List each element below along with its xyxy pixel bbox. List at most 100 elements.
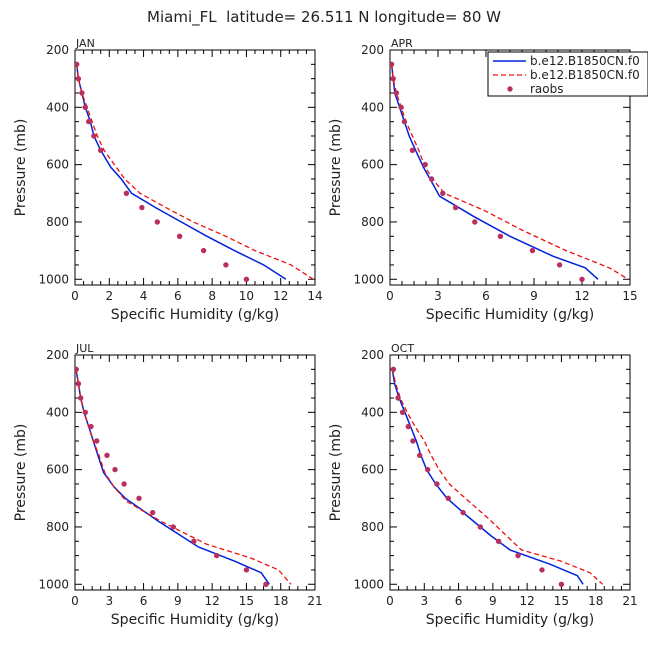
x-tick-label: 0 [386, 594, 394, 608]
raobs-point [477, 524, 483, 530]
x-tick-label: 9 [530, 289, 538, 303]
raobs-point [91, 133, 97, 139]
raobs-point [112, 466, 118, 473]
raobs-point [428, 176, 435, 182]
series-line-dashed [76, 64, 314, 280]
raobs-point [539, 567, 545, 573]
chart-panel-jan: JAN 0 2 4 6 8 10 12 14 200 400 600 800 1000 Specific H… [13, 37, 323, 323]
x-tick-label: 6 [482, 289, 490, 303]
raobs-point [75, 381, 82, 387]
x-tick-label: 3 [105, 594, 113, 608]
raobs-point [445, 495, 451, 501]
x-tick-label: 3 [434, 289, 442, 303]
y-tick-label: 600 [46, 158, 69, 172]
series-line-dashed [75, 369, 292, 585]
y-tick-label: 600 [46, 463, 69, 477]
raobs-point [417, 452, 423, 458]
raobs-point [460, 509, 466, 516]
x-tick-label: 6 [455, 594, 463, 608]
y-tick-label: 200 [361, 43, 384, 57]
x-tick-label: 10 [239, 289, 254, 303]
legend-box [487, 51, 648, 97]
raobs-point [497, 233, 504, 239]
x-tick-label: 0 [71, 594, 79, 608]
y-tick-label: 600 [361, 158, 384, 172]
y-tick-label: 600 [361, 463, 384, 477]
raobs-point [422, 161, 428, 168]
raobs-point [401, 118, 408, 125]
raobs-point [409, 147, 416, 153]
raobs-point [452, 204, 459, 211]
raobs-point [556, 262, 563, 268]
panel-label: APR [391, 37, 413, 50]
legend-swatch-dot [507, 86, 513, 92]
raobs-point [472, 219, 478, 225]
y-tick-label: 800 [46, 520, 69, 534]
raobs-point [393, 90, 400, 96]
x-tick-label: 21 [307, 594, 322, 608]
raobs-point [434, 481, 440, 487]
y-tick-label: 400 [361, 405, 384, 419]
figure-title: Miami_FL latitude= 26.511 N longitude= 8… [147, 8, 501, 27]
raobs-point [529, 247, 536, 254]
raobs-point [558, 581, 565, 587]
raobs-point [495, 538, 502, 544]
x-tick-label: 6 [174, 289, 182, 303]
y-axis-label: Pressure (mb) [13, 119, 29, 217]
x-tick-label: 8 [208, 289, 216, 303]
y-axis-label: Pressure (mb) [328, 424, 344, 522]
x-tick-label: 18 [273, 594, 288, 608]
raobs-point [398, 104, 404, 111]
raobs-point [75, 76, 82, 82]
plot-frame [74, 354, 316, 591]
raobs-point [200, 247, 207, 254]
plot-area [390, 366, 604, 587]
raobs-point [150, 509, 156, 516]
y-axis-label: Pressure (mb) [328, 119, 344, 217]
raobs-point [78, 395, 84, 401]
raobs-point [223, 262, 229, 268]
series-line-solid [75, 369, 270, 585]
raobs-point [136, 495, 142, 501]
raobs-point [98, 147, 104, 153]
raobs-point [94, 438, 100, 444]
raobs-point [579, 276, 585, 282]
x-tick-label: 2 [105, 289, 113, 303]
x-tick-label: 12 [520, 594, 535, 608]
raobs-point [176, 233, 183, 239]
y-tick-label: 800 [46, 215, 69, 229]
x-tick-label: 15 [239, 594, 254, 608]
series-line-dashed [391, 369, 604, 585]
x-tick-label: 0 [71, 289, 79, 303]
x-tick-label: 12 [273, 289, 288, 303]
y-tick-label: 1000 [353, 577, 384, 591]
y-tick-label: 1000 [38, 577, 69, 591]
x-tick-label: 21 [622, 594, 637, 608]
raobs-point [390, 76, 396, 82]
raobs-point [440, 190, 446, 196]
raobs-point [410, 438, 416, 444]
raobs-point [75, 366, 79, 372]
x-axis-label: Specific Humidity (g/kg) [111, 307, 279, 323]
y-tick-label: 400 [46, 100, 69, 114]
raobs-point [121, 481, 127, 487]
raobs-point [515, 552, 521, 559]
y-tick-label: 400 [361, 100, 384, 114]
series-line-dashed [390, 64, 629, 280]
raobs-point [123, 190, 130, 196]
raobs-point [139, 204, 145, 211]
panel-label: JAN [75, 37, 95, 50]
x-tick-label: 15 [554, 594, 569, 608]
x-tick-label: 14 [307, 289, 322, 303]
raobs-point [170, 524, 176, 530]
legend-label: b.e12.B1850CN.f0 [530, 68, 640, 82]
raobs-point [82, 409, 89, 415]
y-tick-label: 200 [361, 348, 384, 362]
plot-area [75, 366, 292, 587]
raobs-point [214, 552, 220, 559]
x-tick-label: 12 [205, 594, 220, 608]
raobs-point [390, 61, 395, 67]
raobs-point [243, 567, 250, 573]
